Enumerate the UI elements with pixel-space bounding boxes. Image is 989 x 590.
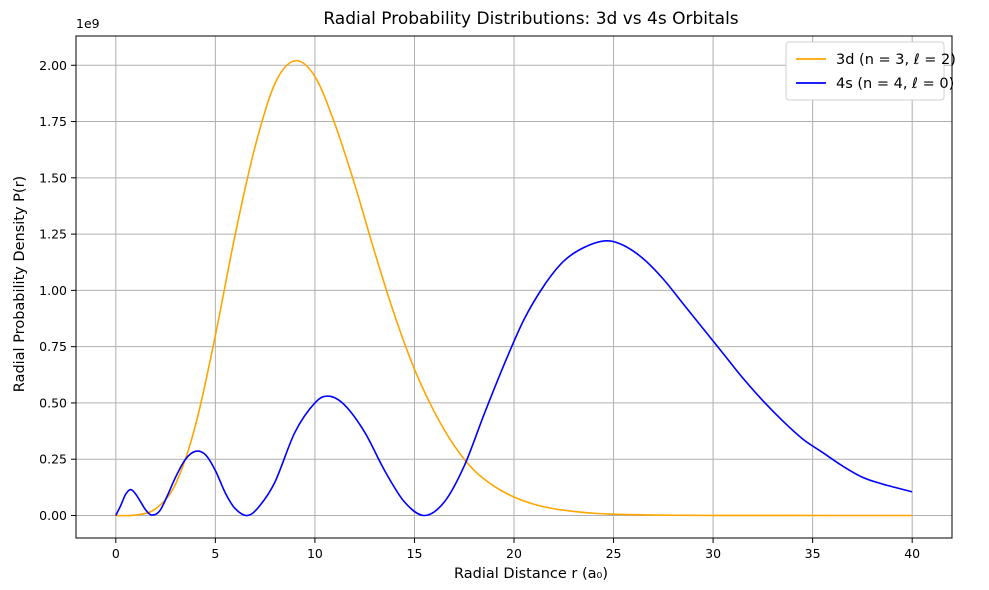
x-tick-label: 30 [705, 546, 721, 561]
x-axis-label: Radial Distance r (a₀) [454, 566, 608, 582]
y-tick-label: 1.75 [39, 114, 67, 129]
chart-title: Radial Probability Distributions: 3d vs … [323, 9, 738, 29]
legend-entry: 3d (n = 3, ℓ = 2) [836, 52, 956, 68]
x-axis: 0 5 10 15 20 25 30 35 40 [112, 538, 920, 561]
x-tick-label: 0 [112, 546, 120, 561]
series-layer [115, 59, 913, 517]
y-tick-label: 1.25 [39, 227, 67, 242]
y-tick-label: 1.50 [39, 170, 67, 185]
y-tick-label: 0.25 [39, 452, 67, 467]
x-tick-label: 20 [506, 546, 522, 561]
y-axis-label: Radial Probability Density P(r) [12, 176, 28, 392]
series-line-4s [115, 240, 913, 517]
series-line-3d [115, 59, 913, 517]
legend: 3d (n = 3, ℓ = 2) 4s (n = 4, ℓ = 0) [785, 41, 956, 101]
y-tick-label: 1.00 [39, 283, 67, 298]
x-tick-label: 5 [211, 546, 219, 561]
x-tick-label: 40 [904, 546, 920, 561]
y-tick-label: 0.75 [39, 339, 67, 354]
y-axis: 0.00 0.25 0.50 0.75 1.00 1.25 1.50 1.75 2.00 [39, 58, 76, 523]
grid [76, 36, 952, 538]
y-axis-multiplier: 1e9 [76, 16, 100, 31]
y-tick-label: 0.00 [39, 508, 67, 523]
y-tick-label: 0.50 [39, 395, 67, 410]
x-tick-label: 35 [805, 546, 821, 561]
y-tick-label: 2.00 [39, 58, 67, 73]
x-tick-label: 10 [307, 546, 323, 561]
x-tick-label: 25 [606, 546, 622, 561]
legend-entry: 4s (n = 4, ℓ = 0) [836, 76, 954, 92]
x-tick-label: 15 [407, 546, 423, 561]
legend-box [785, 41, 945, 101]
